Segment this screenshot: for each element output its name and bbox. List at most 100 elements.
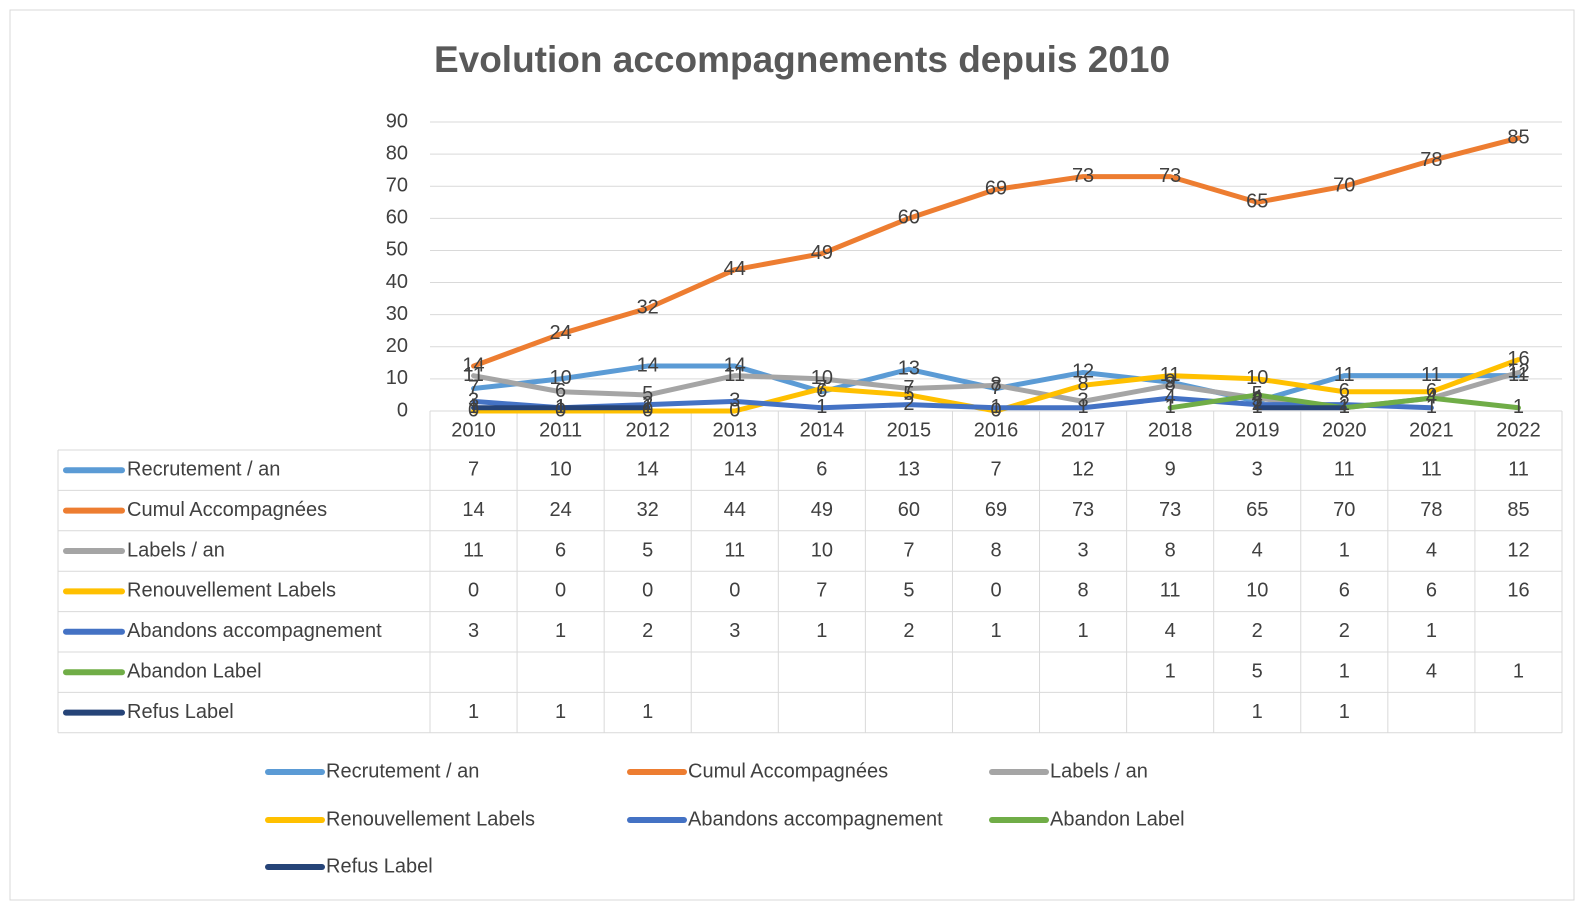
table-cell: 1 xyxy=(1513,660,1524,682)
data-label: 0 xyxy=(555,399,566,421)
table-cell: 10 xyxy=(549,458,571,480)
data-label: 44 xyxy=(724,258,746,280)
data-label: 0 xyxy=(642,399,653,421)
data-label: 1 xyxy=(555,396,566,418)
data-label: 7 xyxy=(816,377,827,399)
legend-label: Refus Label xyxy=(326,855,433,877)
table-cell: 16 xyxy=(1507,580,1529,602)
data-label: 6 xyxy=(1339,380,1350,402)
data-label: 5 xyxy=(1252,383,1263,405)
data-label: 11 xyxy=(1334,364,1355,386)
data-label: 1 xyxy=(555,396,566,418)
table-cell: 3 xyxy=(468,620,479,642)
data-label: 4 xyxy=(1252,386,1263,408)
data-label: 2 xyxy=(1339,393,1350,415)
table-cell: 1 xyxy=(816,620,827,642)
data-label: 24 xyxy=(549,322,571,344)
table-cell: 7 xyxy=(816,580,827,602)
legend-label: Renouvellement Labels xyxy=(326,808,535,830)
x-tick-label: 2015 xyxy=(887,419,932,441)
data-label: 8 xyxy=(1165,374,1176,396)
data-label: 6 xyxy=(816,380,827,402)
y-tick-label: 80 xyxy=(386,142,408,164)
data-label: 8 xyxy=(1078,374,1089,396)
table-cell: 0 xyxy=(990,580,1001,602)
data-label: 14 xyxy=(462,354,484,376)
table-cell: 4 xyxy=(1165,620,1176,642)
table-cell: 24 xyxy=(549,499,571,521)
table-row-label: Abandon Label xyxy=(127,660,262,682)
table-cell: 7 xyxy=(903,539,914,561)
data-label: 4 xyxy=(1426,386,1437,408)
data-label: 3 xyxy=(729,390,740,412)
table-cell: 6 xyxy=(555,539,566,561)
x-tick-label: 2016 xyxy=(974,419,1019,441)
table-cell: 4 xyxy=(1252,539,1263,561)
data-label: 6 xyxy=(1426,380,1437,402)
table-cell: 10 xyxy=(1246,580,1268,602)
table-cell: 1 xyxy=(555,620,566,642)
table-cell: 9 xyxy=(1165,458,1176,480)
data-label: 12 xyxy=(1507,361,1529,383)
table-cell: 12 xyxy=(1507,539,1529,561)
series-line xyxy=(471,135,1521,369)
table-cell: 5 xyxy=(642,539,653,561)
legend-label: Cumul Accompagnées xyxy=(688,760,888,782)
table-cell: 85 xyxy=(1507,499,1529,521)
table-cell: 11 xyxy=(1160,580,1181,602)
table-cell: 12 xyxy=(1072,458,1094,480)
y-tick-label: 20 xyxy=(386,335,408,357)
x-tick-label: 2021 xyxy=(1409,419,1454,441)
table-cell: 73 xyxy=(1072,499,1094,521)
data-label: 11 xyxy=(1508,364,1529,386)
table-cell: 3 xyxy=(1078,539,1089,561)
table-cell: 6 xyxy=(1426,580,1437,602)
table-cell: 14 xyxy=(724,458,746,480)
data-label: 14 xyxy=(637,354,659,376)
table-cell: 13 xyxy=(898,458,920,480)
table-cell: 14 xyxy=(637,458,659,480)
data-label: 2 xyxy=(1252,393,1263,415)
table-cell: 2 xyxy=(903,620,914,642)
data-label: 11 xyxy=(463,364,484,386)
data-label: 1 xyxy=(1252,396,1263,418)
data-label: 1 xyxy=(816,396,827,418)
data-label: 12 xyxy=(1072,361,1094,383)
table-cell: 4 xyxy=(1426,660,1437,682)
x-tick-label: 2013 xyxy=(713,419,758,441)
table-cell: 1 xyxy=(468,701,479,723)
table-cell: 2 xyxy=(1252,620,1263,642)
data-label: 1 xyxy=(1339,396,1350,418)
data-label: 78 xyxy=(1420,149,1442,171)
table-cell: 1 xyxy=(1426,620,1437,642)
x-tick-label: 2014 xyxy=(800,419,845,441)
data-label: 11 xyxy=(724,364,745,386)
data-label: 1 xyxy=(1165,396,1176,418)
data-label: 2 xyxy=(903,393,914,415)
y-tick-label: 0 xyxy=(397,399,408,421)
x-tick-label: 2010 xyxy=(451,419,496,441)
table-cell: 4 xyxy=(1426,539,1437,561)
data-label: 32 xyxy=(637,297,659,319)
table-cell: 0 xyxy=(555,580,566,602)
table-cell: 14 xyxy=(462,499,484,521)
table-cell: 2 xyxy=(642,620,653,642)
table-cell: 60 xyxy=(898,499,920,521)
x-tick-label: 2019 xyxy=(1235,419,1280,441)
legend-label: Labels / an xyxy=(1050,760,1148,782)
y-tick-label: 50 xyxy=(386,239,408,261)
table-cell: 8 xyxy=(1165,539,1176,561)
data-label: 4 xyxy=(1426,386,1437,408)
data-label: 14 xyxy=(724,354,746,376)
y-tick-label: 10 xyxy=(386,367,408,389)
x-tick-label: 2011 xyxy=(539,419,582,441)
x-tick-label: 2012 xyxy=(625,419,670,441)
table-row-label: Abandons accompagnement xyxy=(127,620,382,642)
table-cell: 1 xyxy=(1165,660,1176,682)
table-row-label: Renouvellement Labels xyxy=(127,580,336,602)
table-cell: 11 xyxy=(1421,458,1442,480)
data-label: 85 xyxy=(1507,126,1529,148)
table-cell: 1 xyxy=(990,620,1001,642)
table-cell: 70 xyxy=(1333,499,1355,521)
